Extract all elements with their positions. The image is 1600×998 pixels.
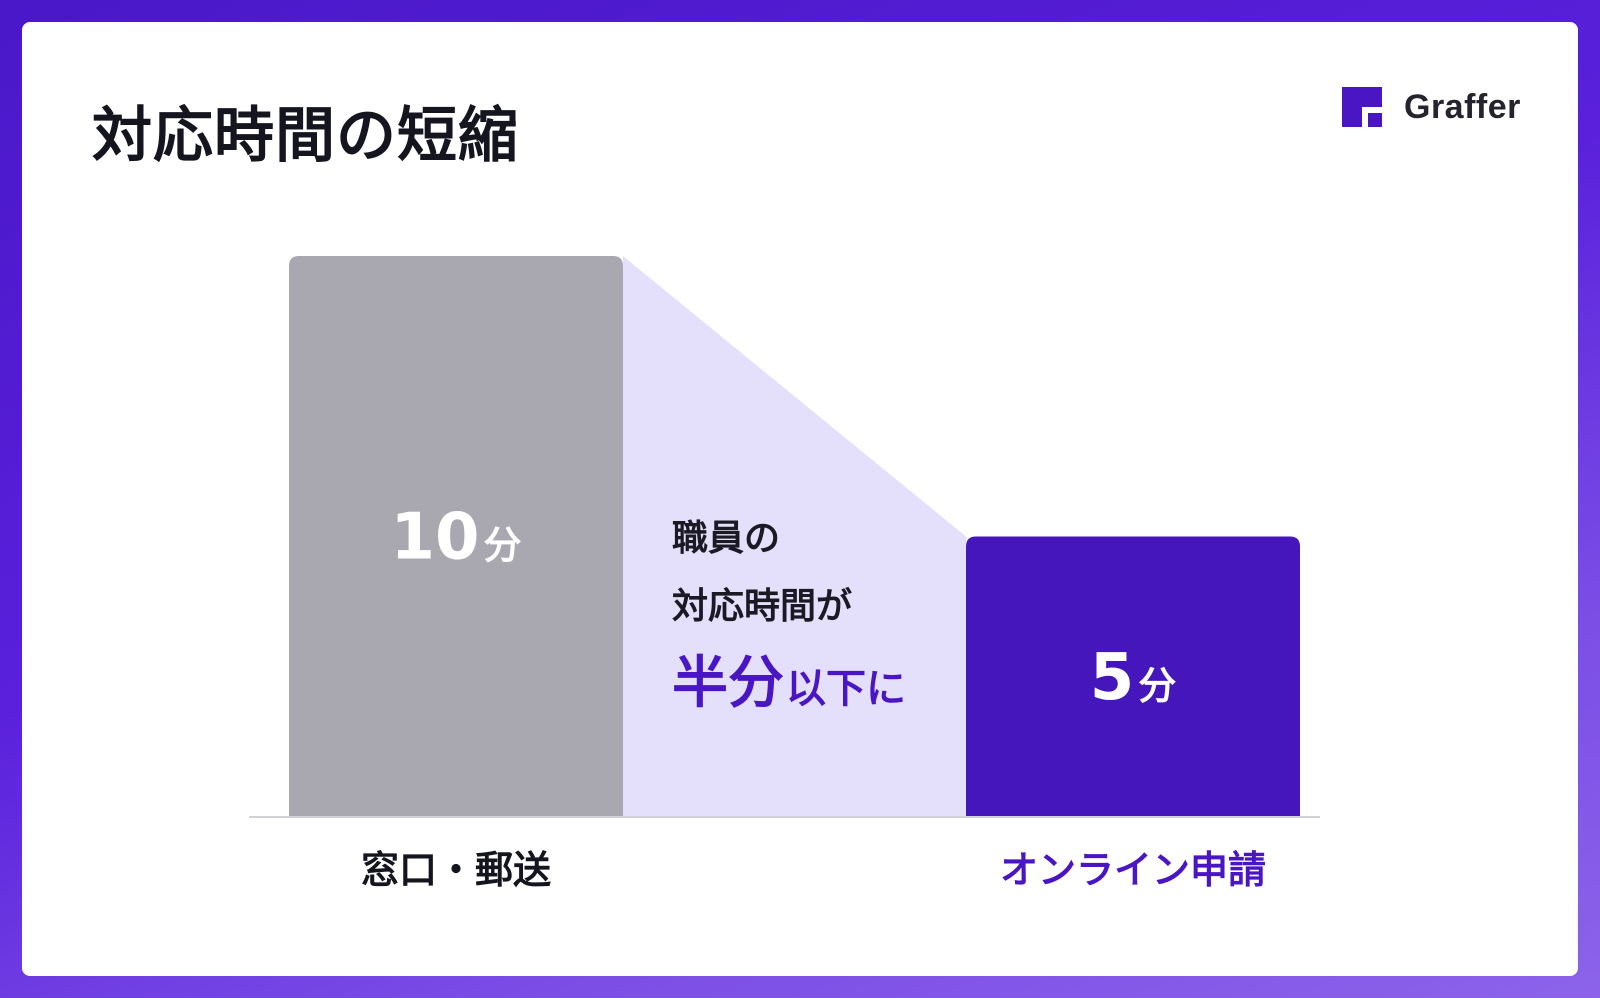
brand-name: Graffer <box>1404 87 1521 126</box>
category-label-2: オンライン申請 <box>1000 848 1266 892</box>
callout-line-2: 対応時間が <box>672 586 852 627</box>
callout-line-1: 職員の <box>672 518 780 559</box>
brand-logo: Graffer <box>1342 86 1521 128</box>
bar-2 <box>966 536 1300 817</box>
callout-line-3: 半分以下に <box>672 651 906 716</box>
category-label-1: 窓口・郵送 <box>361 848 551 892</box>
bar-1 <box>289 256 623 817</box>
reduction-shade <box>623 256 966 817</box>
graffer-logo-icon <box>1342 87 1382 127</box>
bar-value-label-1: 10 分 <box>390 501 521 575</box>
slide-card: 対応時間の短縮 Graffer 10 分窓口・郵送 5 分オンライン申請 職員の対応時間… <box>22 22 1578 976</box>
page-title: 対応時間の短縮 <box>92 101 519 171</box>
